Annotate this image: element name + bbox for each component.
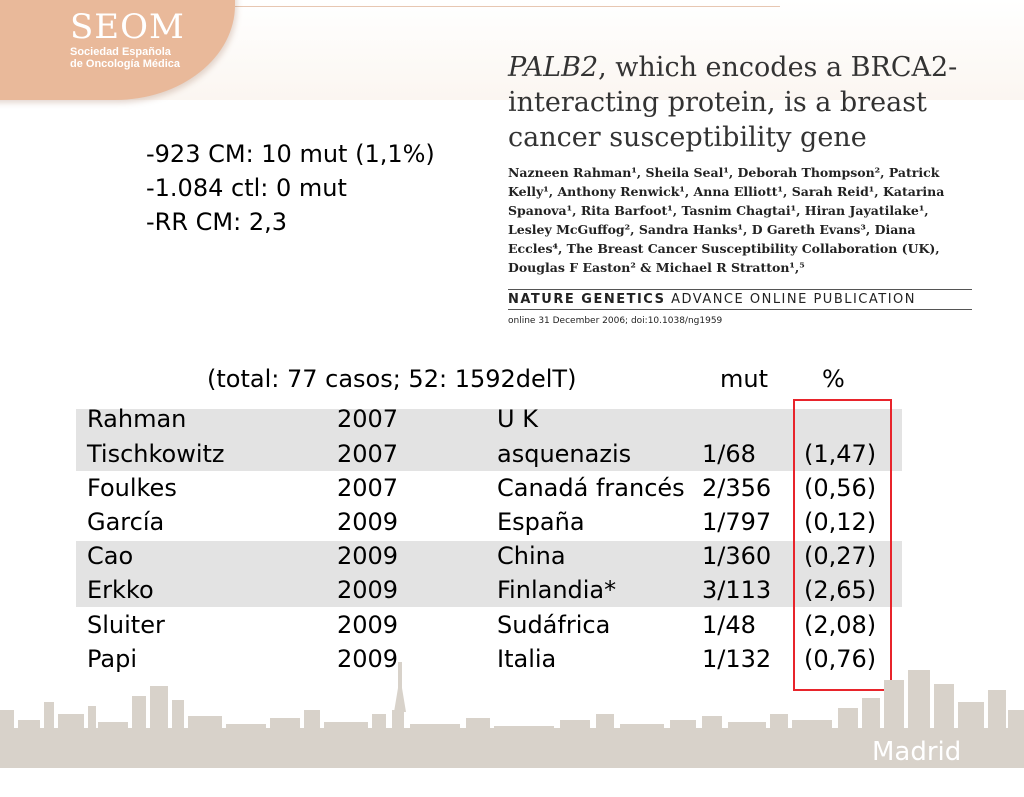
logo-subtitle-1: Sociedad Española <box>70 46 171 58</box>
cell-author: Foulkes <box>87 474 177 502</box>
cell-country: China <box>497 542 566 570</box>
cell-mut: 3/113 <box>702 576 772 604</box>
stat-rr: -RR CM: 2,3 <box>146 208 287 236</box>
logo-title: SEOM <box>70 7 185 47</box>
seom-logo-text: SEOM Sociedad Española de Oncología Médi… <box>70 8 185 70</box>
paper-online-date: online 31 December 2006; doi:10.1038/ng1… <box>508 316 723 326</box>
author-line: Douglas F Easton² & Michael R Stratton¹,… <box>508 260 805 275</box>
paper-journal: NATURE GENETICS ADVANCE ONLINE PUBLICATI… <box>508 292 978 307</box>
cell-country: Canadá francés <box>497 474 685 502</box>
cell-author: García <box>87 508 165 536</box>
author-line: Nazneen Rahman¹, Sheila Seal¹, Deborah T… <box>508 165 940 180</box>
cell-country: asquenazis <box>497 440 632 468</box>
madrid-skyline-image <box>0 662 1024 768</box>
paper-title-line3: cancer susceptibility gene <box>508 122 867 153</box>
table-header-mut: mut <box>720 365 768 393</box>
table-header-pct: % <box>822 365 845 393</box>
cell-pct: (2,08) <box>804 611 877 639</box>
cell-mut: 1/48 <box>702 611 756 639</box>
cell-year: 2009 <box>337 611 399 639</box>
author-line: Spanova¹, Rita Barfoot¹, Tasnim Chagtai¹… <box>508 203 929 218</box>
row-band <box>76 541 902 607</box>
author-line: Lesley McGuffog², Sandra Hanks¹, D Garet… <box>508 222 916 237</box>
cell-author: Erkko <box>87 576 154 604</box>
cell-year: 2009 <box>337 645 399 673</box>
cell-pct: (0,76) <box>804 645 877 673</box>
stat-controls: -1.084 ctl: 0 mut <box>146 174 347 202</box>
table-row: Erkko 2009 Finlandia* 3/113 (2,65) <box>0 573 1024 607</box>
stats-block: -923 CM: 10 mut (1,1%) -1.084 ctl: 0 mut… <box>146 137 435 239</box>
cell-year: 2007 <box>337 474 399 502</box>
cell-author: Sluiter <box>87 611 165 639</box>
logo-subtitle-2: de Oncología Médica <box>70 58 181 70</box>
cell-pct: (0,56) <box>804 474 877 502</box>
paper-header: PALB2, which encodes a BRCA2- interactin… <box>508 50 978 326</box>
paper-title-gene: PALB2 <box>508 52 599 83</box>
paper-title-line1: , which encodes a BRCA2- <box>598 52 958 83</box>
cell-author: Rahman <box>87 405 187 433</box>
footer-city: Madrid <box>872 737 962 767</box>
footer-year: 2010 <box>872 767 939 797</box>
cell-country: U K <box>497 405 538 433</box>
cell-mut: 2/356 <box>702 474 772 502</box>
journal-name: NATURE GENETICS <box>508 292 666 307</box>
cell-pct: (1,47) <box>804 440 877 468</box>
table-row: Sluiter 2009 Sudáfrica 1/48 (2,08) <box>0 608 1024 642</box>
table-row: García 2009 España 1/797 (0,12) <box>0 505 1024 539</box>
journal-publication: ADVANCE ONLINE PUBLICATION <box>671 292 917 307</box>
header-rule <box>235 6 780 7</box>
cell-mut: 1/797 <box>702 508 772 536</box>
cell-year: 2009 <box>337 542 399 570</box>
journal-rule-top <box>508 289 972 290</box>
table-row: Foulkes 2007 Canadá francés 2/356 (0,56) <box>0 471 1024 505</box>
paper-authors: Nazneen Rahman¹, Sheila Seal¹, Deborah T… <box>508 163 978 277</box>
cell-year: 2007 <box>337 440 399 468</box>
cell-author: Tischkowitz <box>87 440 225 468</box>
author-line: Eccles⁴, The Breast Cancer Susceptibilit… <box>508 241 940 256</box>
cell-mut: 1/68 <box>702 440 756 468</box>
footer-madrid-2010: Madrid 2010 <box>872 737 1024 797</box>
cell-country: Finlandia* <box>497 576 617 604</box>
cell-mut: 1/132 <box>702 645 772 673</box>
cell-pct: (0,27) <box>804 542 877 570</box>
cell-pct: (0,12) <box>804 508 877 536</box>
cell-mut: 1/360 <box>702 542 772 570</box>
cell-country: Italia <box>497 645 557 673</box>
cell-author: Cao <box>87 542 134 570</box>
cell-country: España <box>497 508 585 536</box>
paper-title-line2: interacting protein, is a breast <box>508 87 927 118</box>
table-row: Tischkowitz 2007 asquenazis 1/68 (1,47) <box>0 437 1024 471</box>
author-line: Kelly¹, Anthony Renwick¹, Anna Elliott¹,… <box>508 184 945 199</box>
stat-cases: -923 CM: 10 mut (1,1%) <box>146 140 435 168</box>
paper-title: PALB2, which encodes a BRCA2- interactin… <box>508 50 978 155</box>
table-row: Cao 2009 China 1/360 (0,27) <box>0 539 1024 573</box>
table-row: Papi 2009 Italia 1/132 (0,76) <box>0 642 1024 676</box>
cell-country: Sudáfrica <box>497 611 611 639</box>
journal-rule-bottom <box>508 309 972 310</box>
table-header-total: (total: 77 casos; 52: 1592delT) <box>207 365 577 393</box>
cell-year: 2009 <box>337 576 399 604</box>
row-band <box>76 409 902 471</box>
table-row: Rahman 2007 U K <box>0 402 1024 436</box>
cell-year: 2007 <box>337 405 399 433</box>
cell-year: 2009 <box>337 508 399 536</box>
percent-highlight-box <box>793 399 892 691</box>
cell-pct: (2,65) <box>804 576 877 604</box>
cell-author: Papi <box>87 645 138 673</box>
